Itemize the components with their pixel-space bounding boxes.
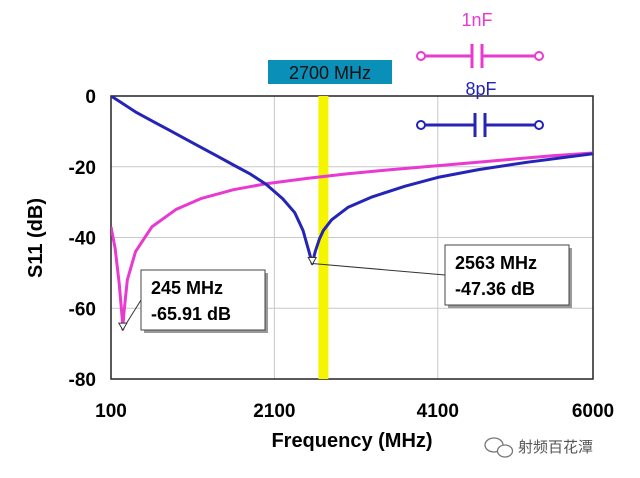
x-tick-label: 6000 (572, 401, 614, 422)
marker-label-box (268, 60, 392, 84)
annotations: 245 MHz -65.91 dB 2563 MHz -47.36 dB (117, 244, 572, 333)
legend-label-1nf: 1nF (461, 10, 492, 30)
annotation-text: 2563 MHz (455, 253, 537, 273)
plot-frame (110, 95, 594, 380)
watermark-text: 射频百花潭 (518, 438, 593, 456)
annotation-leader (312, 263, 446, 276)
series-8pf-line (111, 96, 593, 265)
marker-line-2700 (318, 96, 329, 379)
annotation-box (444, 244, 570, 306)
legend-label-8pf: 8pF (465, 79, 496, 99)
x-tick-label: 2100 (253, 401, 295, 422)
tick-labels: 100 2100 4100 6000 0 -20 -40 -60 -80 (69, 87, 615, 422)
annotation-text: -65.91 dB (151, 304, 231, 324)
y-axis-title: S11 (dB) (25, 198, 47, 278)
x-tick-label: 100 (95, 401, 127, 422)
marker-label: 2700 MHz (289, 63, 371, 83)
annotation-text: 245 MHz (151, 278, 223, 298)
y-tick-label: 0 (85, 87, 96, 108)
capacitor-1nf-icon (416, 44, 544, 68)
y-tick-label: -60 (69, 299, 96, 320)
watermark: 射频百花潭 (484, 437, 593, 458)
legend: 1nF 8pF (416, 10, 544, 137)
annotation-marker (307, 257, 318, 266)
x-axis-title: Frequency (MHz) (271, 430, 432, 452)
annotation-text: -47.36 dB (455, 279, 535, 299)
annotation-marker (117, 322, 128, 332)
annotation-box (140, 269, 266, 331)
y-tick-label: -40 (69, 229, 96, 250)
wechat-icon (484, 437, 514, 458)
x-tick-label: 4100 (417, 401, 459, 422)
y-tick-label: -20 (69, 158, 96, 179)
capacitor-8pf-icon (416, 113, 544, 137)
y-tick-label: -80 (69, 370, 96, 391)
